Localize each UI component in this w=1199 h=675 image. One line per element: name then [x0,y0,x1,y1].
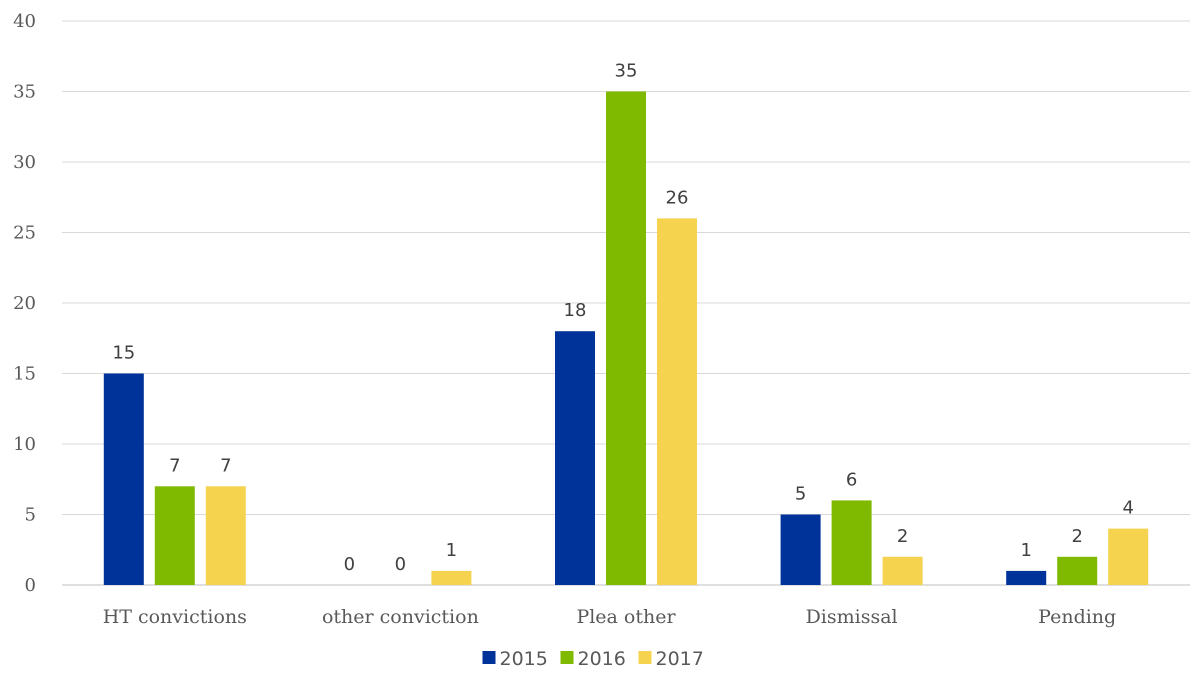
data-label: 2 [1071,526,1082,547]
data-labels: 15 7 7 0 0 1 18 35 26 5 6 2 1 2 4 [112,61,1134,576]
bar [882,556,923,585]
y-tick-label: 40 [13,11,36,32]
data-label: 1 [1020,540,1031,561]
legend-label: 2016 [578,648,626,670]
x-category-label: Plea other [576,606,676,628]
bar [1006,570,1047,585]
bar [606,91,646,585]
x-category-label: Dismissal [806,606,898,628]
y-tick-label: 30 [13,152,36,173]
y-tick-label: 15 [13,364,36,385]
y-tick-label: 0 [25,575,36,596]
data-label: 15 [112,343,135,364]
legend-swatch [560,651,574,664]
data-label: 1 [446,540,457,561]
bar [154,486,195,585]
data-label: 0 [344,554,355,575]
y-axis-ticks: 0 5 10 15 20 25 30 35 40 [13,11,36,596]
legend: 2015 2016 2017 [482,648,704,670]
data-label: 4 [1122,498,1133,519]
y-tick-label: 25 [13,223,36,244]
data-label: 26 [666,187,689,208]
data-label: 7 [220,455,231,476]
bar [1057,556,1098,585]
data-label: 18 [564,300,587,321]
bar [1108,528,1149,585]
bar [780,514,821,585]
data-label: 7 [169,455,180,476]
bar [103,373,144,585]
y-tick-label: 20 [13,293,36,314]
data-label: 5 [795,484,806,505]
bar [555,331,595,585]
data-label: 6 [846,469,857,490]
legend-label: 2017 [656,648,704,670]
x-axis-categories: HT convictions other conviction Plea other… [103,606,1117,628]
data-label: 35 [615,61,638,82]
x-category-label: HT convictions [103,606,247,628]
bar [205,486,246,585]
x-category-label: Pending [1038,606,1116,628]
data-label: 2 [897,526,908,547]
legend-swatch [638,651,652,664]
legend-label: 2015 [500,648,548,670]
bar [657,218,697,585]
bars [103,91,1149,585]
x-category-label: other conviction [322,606,479,628]
data-label: 0 [395,554,406,575]
y-tick-label: 5 [25,505,36,526]
y-tick-label: 10 [13,434,36,455]
bar [431,570,472,585]
y-tick-label: 35 [13,82,36,103]
legend-swatch [482,651,496,664]
bar [831,500,872,585]
